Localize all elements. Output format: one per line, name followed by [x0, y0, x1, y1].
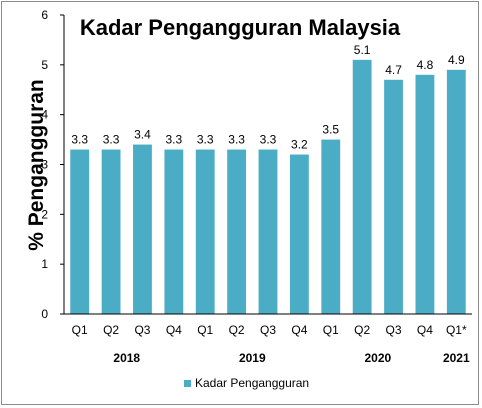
x-tick-label: Q4: [166, 323, 182, 337]
data-label: 3.3: [71, 133, 88, 147]
x-tick-label: Q3: [260, 323, 276, 337]
bar: [258, 149, 278, 314]
y-axis: 0 1 2 3 4 5 6: [41, 8, 65, 321]
x-tick-label: Q1*: [446, 323, 467, 337]
x-tick-label: Q1: [323, 323, 339, 337]
y-tick-label: 5: [41, 58, 48, 72]
year-label: 2018: [113, 351, 140, 365]
data-label: 3.3: [197, 133, 214, 147]
legend-label: Kadar Pengangguran: [195, 376, 309, 390]
bar: [70, 149, 90, 314]
bar: [446, 69, 466, 314]
data-label: 3.5: [322, 123, 339, 137]
y-tick-label: 1: [41, 257, 48, 271]
bar: [289, 154, 309, 314]
data-label: 3.4: [134, 128, 151, 142]
year-label: 2019: [239, 351, 266, 365]
x-tick-label: Q1: [72, 323, 88, 337]
legend: Kadar Pengangguran: [184, 376, 309, 390]
bars-group: 3.3 3.3 3.4 3.3 3.3 3.3 3.3 3.2 3.5 5.1 4.7 4.8 4.9: [70, 43, 466, 315]
year-labels: 2018 2019 2020 2021: [113, 351, 470, 365]
legend-swatch: [184, 380, 191, 387]
x-tick-label: Q1: [197, 323, 213, 337]
data-label: 4.9: [448, 53, 465, 67]
y-tick-label: 2: [41, 207, 48, 221]
y-tick-label: 0: [41, 307, 48, 321]
data-label: 3.3: [103, 133, 120, 147]
x-tick-label: Q3: [134, 323, 150, 337]
data-label: 3.3: [228, 133, 245, 147]
year-label: 2020: [364, 351, 391, 365]
y-tick-label: 3: [41, 158, 48, 172]
bar: [101, 149, 121, 314]
bar: [227, 149, 247, 314]
x-tick-label: Q4: [291, 323, 307, 337]
data-label: 4.7: [385, 63, 402, 77]
year-label: 2021: [443, 351, 470, 365]
x-tick-label: Q2: [354, 323, 370, 337]
x-axis: Q1 Q2 Q3 Q4 Q1 Q2 Q3 Q4 Q1 Q2 Q3 Q4 Q1*: [64, 313, 472, 337]
bar: [415, 74, 435, 314]
data-label: 3.3: [166, 133, 183, 147]
y-tick-label: 6: [41, 8, 48, 22]
y-tick-label: 4: [41, 108, 48, 122]
data-label: 3.3: [260, 133, 277, 147]
x-tick-label: Q3: [386, 323, 402, 337]
x-tick-label: Q2: [229, 323, 245, 337]
data-label: 4.8: [417, 58, 434, 72]
chart-title: Kadar Pengangguran Malaysia: [80, 15, 401, 40]
data-label: 3.2: [291, 138, 308, 152]
bar: [352, 59, 372, 314]
bar: [384, 79, 403, 315]
y-axis-label: % Pengangguran: [25, 79, 48, 251]
x-tick-label: Q4: [417, 323, 433, 337]
bar: [195, 149, 215, 314]
data-label: 5.1: [354, 43, 371, 57]
x-tick-label: Q2: [103, 323, 119, 337]
bar: [133, 144, 152, 314]
bar: [321, 139, 341, 314]
bar: [164, 149, 184, 314]
